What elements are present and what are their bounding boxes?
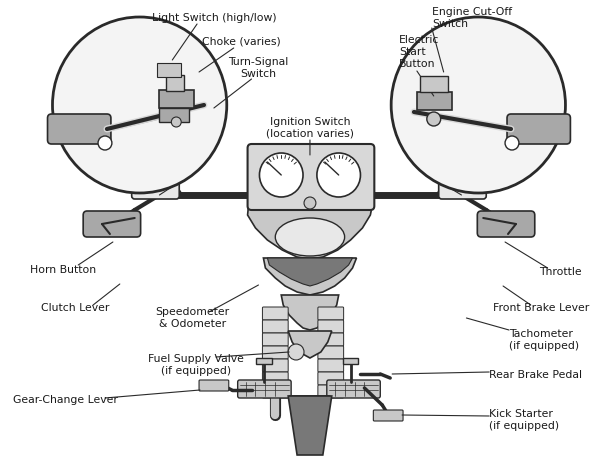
FancyBboxPatch shape [507, 114, 570, 144]
Circle shape [171, 117, 181, 127]
Text: Throttle: Throttle [539, 267, 582, 277]
Text: Horn Button: Horn Button [31, 265, 97, 275]
Circle shape [505, 136, 519, 150]
FancyBboxPatch shape [373, 410, 403, 421]
Text: Kick Starter
(if equipped): Kick Starter (if equipped) [489, 409, 559, 431]
Polygon shape [417, 92, 452, 110]
Polygon shape [248, 205, 372, 259]
Bar [166, 75, 184, 91]
Text: Tachometer
(if equipped): Tachometer (if equipped) [509, 329, 579, 351]
Text: Fuel Supply Valve
(if equipped): Fuel Supply Valve (if equipped) [148, 354, 244, 376]
Circle shape [259, 153, 303, 197]
FancyBboxPatch shape [237, 380, 291, 398]
Bar [343, 358, 359, 364]
FancyBboxPatch shape [318, 320, 343, 333]
FancyBboxPatch shape [318, 346, 343, 359]
FancyBboxPatch shape [132, 165, 179, 199]
Circle shape [391, 17, 565, 193]
Ellipse shape [275, 218, 345, 256]
Text: Gear-Change Lever: Gear-Change Lever [13, 395, 118, 405]
Circle shape [427, 112, 441, 126]
FancyBboxPatch shape [263, 359, 288, 372]
FancyBboxPatch shape [318, 307, 343, 320]
Polygon shape [288, 396, 332, 455]
Polygon shape [160, 90, 194, 108]
Polygon shape [288, 331, 332, 358]
Text: Light Switch (high/low): Light Switch (high/low) [152, 13, 276, 23]
FancyBboxPatch shape [263, 385, 288, 398]
FancyBboxPatch shape [318, 359, 343, 372]
Polygon shape [267, 258, 353, 286]
FancyBboxPatch shape [263, 333, 288, 346]
Polygon shape [263, 258, 357, 295]
Bar [256, 358, 272, 364]
FancyBboxPatch shape [199, 380, 229, 391]
Bar [157, 63, 181, 77]
Text: Clutch Lever: Clutch Lever [41, 303, 110, 313]
FancyBboxPatch shape [263, 320, 288, 333]
Circle shape [53, 17, 227, 193]
FancyBboxPatch shape [318, 385, 343, 398]
FancyBboxPatch shape [477, 211, 535, 237]
FancyBboxPatch shape [327, 380, 380, 398]
Circle shape [288, 344, 304, 360]
Polygon shape [282, 295, 338, 330]
Text: Turn-Signal
Switch: Turn-Signal Switch [228, 57, 289, 79]
FancyBboxPatch shape [439, 165, 486, 199]
Text: Choke (varies): Choke (varies) [202, 37, 281, 47]
FancyBboxPatch shape [248, 144, 375, 210]
Bar [160, 108, 189, 122]
FancyBboxPatch shape [263, 346, 288, 359]
Text: Front Brake Lever: Front Brake Lever [493, 303, 589, 313]
Text: Ignition Switch
(location varies): Ignition Switch (location varies) [266, 117, 354, 139]
Text: Speedometer
& Odometer: Speedometer & Odometer [155, 307, 229, 329]
FancyBboxPatch shape [318, 333, 343, 346]
Text: Electric
Start
Button: Electric Start Button [399, 35, 439, 68]
Circle shape [304, 197, 316, 209]
FancyBboxPatch shape [263, 372, 288, 385]
Circle shape [317, 153, 360, 197]
Circle shape [98, 136, 112, 150]
FancyBboxPatch shape [48, 114, 111, 144]
FancyBboxPatch shape [318, 372, 343, 385]
Text: Engine Cut-Off
Switch: Engine Cut-Off Switch [431, 7, 512, 29]
Bar [420, 76, 447, 92]
Text: Rear Brake Pedal: Rear Brake Pedal [489, 370, 582, 380]
FancyBboxPatch shape [263, 307, 288, 320]
FancyBboxPatch shape [83, 211, 141, 237]
